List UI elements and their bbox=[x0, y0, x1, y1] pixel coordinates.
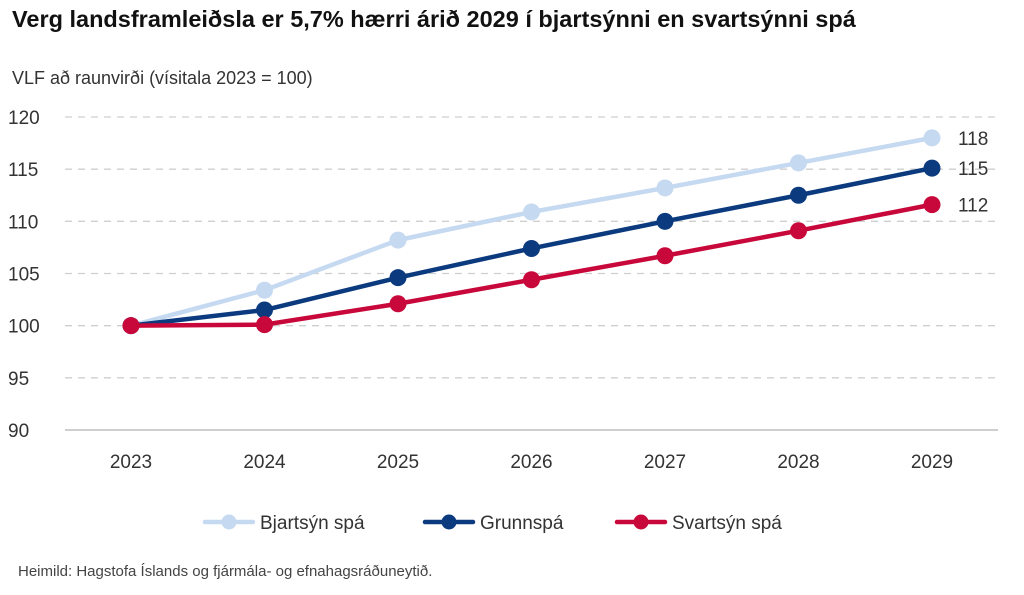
data-point bbox=[923, 129, 941, 147]
y-tick-label: 95 bbox=[8, 369, 29, 390]
x-tick-label: 2027 bbox=[644, 452, 686, 473]
data-point bbox=[523, 239, 540, 257]
x-tick-label: 2023 bbox=[110, 452, 152, 473]
chart-title: Verg landsframleiðsla er 5,7% hærri árið… bbox=[12, 6, 856, 32]
chart-subtitle: VLF að raunvirði (vísitala 2023 = 100) bbox=[12, 68, 313, 88]
data-point bbox=[790, 222, 807, 240]
legend-label: Grunnspá bbox=[480, 513, 564, 534]
data-point bbox=[389, 269, 407, 287]
y-tick-label: 105 bbox=[8, 265, 40, 286]
data-point bbox=[923, 159, 941, 177]
data-point bbox=[523, 203, 540, 221]
end-value-label: 115 bbox=[958, 159, 988, 180]
data-point bbox=[122, 317, 140, 335]
legend-marker bbox=[221, 514, 237, 530]
y-tick-label: 120 bbox=[8, 108, 40, 129]
x-tick-label: 2029 bbox=[911, 452, 953, 473]
data-point bbox=[256, 301, 273, 319]
series-line-2 bbox=[128, 202, 935, 328]
data-point bbox=[790, 186, 807, 204]
legend-marker bbox=[441, 514, 457, 530]
x-tick-label: 2026 bbox=[510, 452, 552, 473]
end-value-label: 118 bbox=[958, 129, 988, 150]
data-point bbox=[256, 281, 273, 299]
legend-marker bbox=[633, 514, 649, 530]
end-labels: 118 115 112 bbox=[958, 129, 988, 217]
y-tick-label: 115 bbox=[8, 160, 38, 181]
end-value-label: 112 bbox=[958, 196, 988, 217]
y-tick-label: 90 bbox=[8, 421, 29, 442]
x-tick-label: 2028 bbox=[777, 452, 819, 473]
data-point bbox=[656, 212, 674, 230]
data-point bbox=[523, 271, 540, 289]
data-point bbox=[923, 196, 941, 214]
data-point bbox=[656, 179, 674, 197]
y-tick-label: 110 bbox=[8, 212, 38, 233]
data-point bbox=[389, 231, 407, 249]
data-point bbox=[256, 316, 273, 334]
series-lines bbox=[122, 129, 941, 335]
data-point bbox=[790, 154, 807, 172]
x-tick-label: 2024 bbox=[243, 452, 286, 473]
x-tick-label: 2025 bbox=[377, 452, 419, 473]
legend-label: Bjartsýn spá bbox=[260, 513, 365, 534]
data-point bbox=[656, 247, 674, 265]
source-note: Heimild: Hagstofa Íslands og fjármála- o… bbox=[18, 563, 433, 580]
axes: 90 95 100 105 110 115 120 2023 2024 2025 2026 2027 2… bbox=[8, 108, 998, 473]
y-tick-label: 100 bbox=[8, 317, 40, 338]
legend: Bjartsýn spá Grunnspá Svartsýn spá bbox=[202, 513, 782, 534]
data-point bbox=[389, 295, 407, 313]
series-line-0 bbox=[128, 135, 935, 328]
legend-label: Svartsýn spá bbox=[672, 513, 782, 534]
